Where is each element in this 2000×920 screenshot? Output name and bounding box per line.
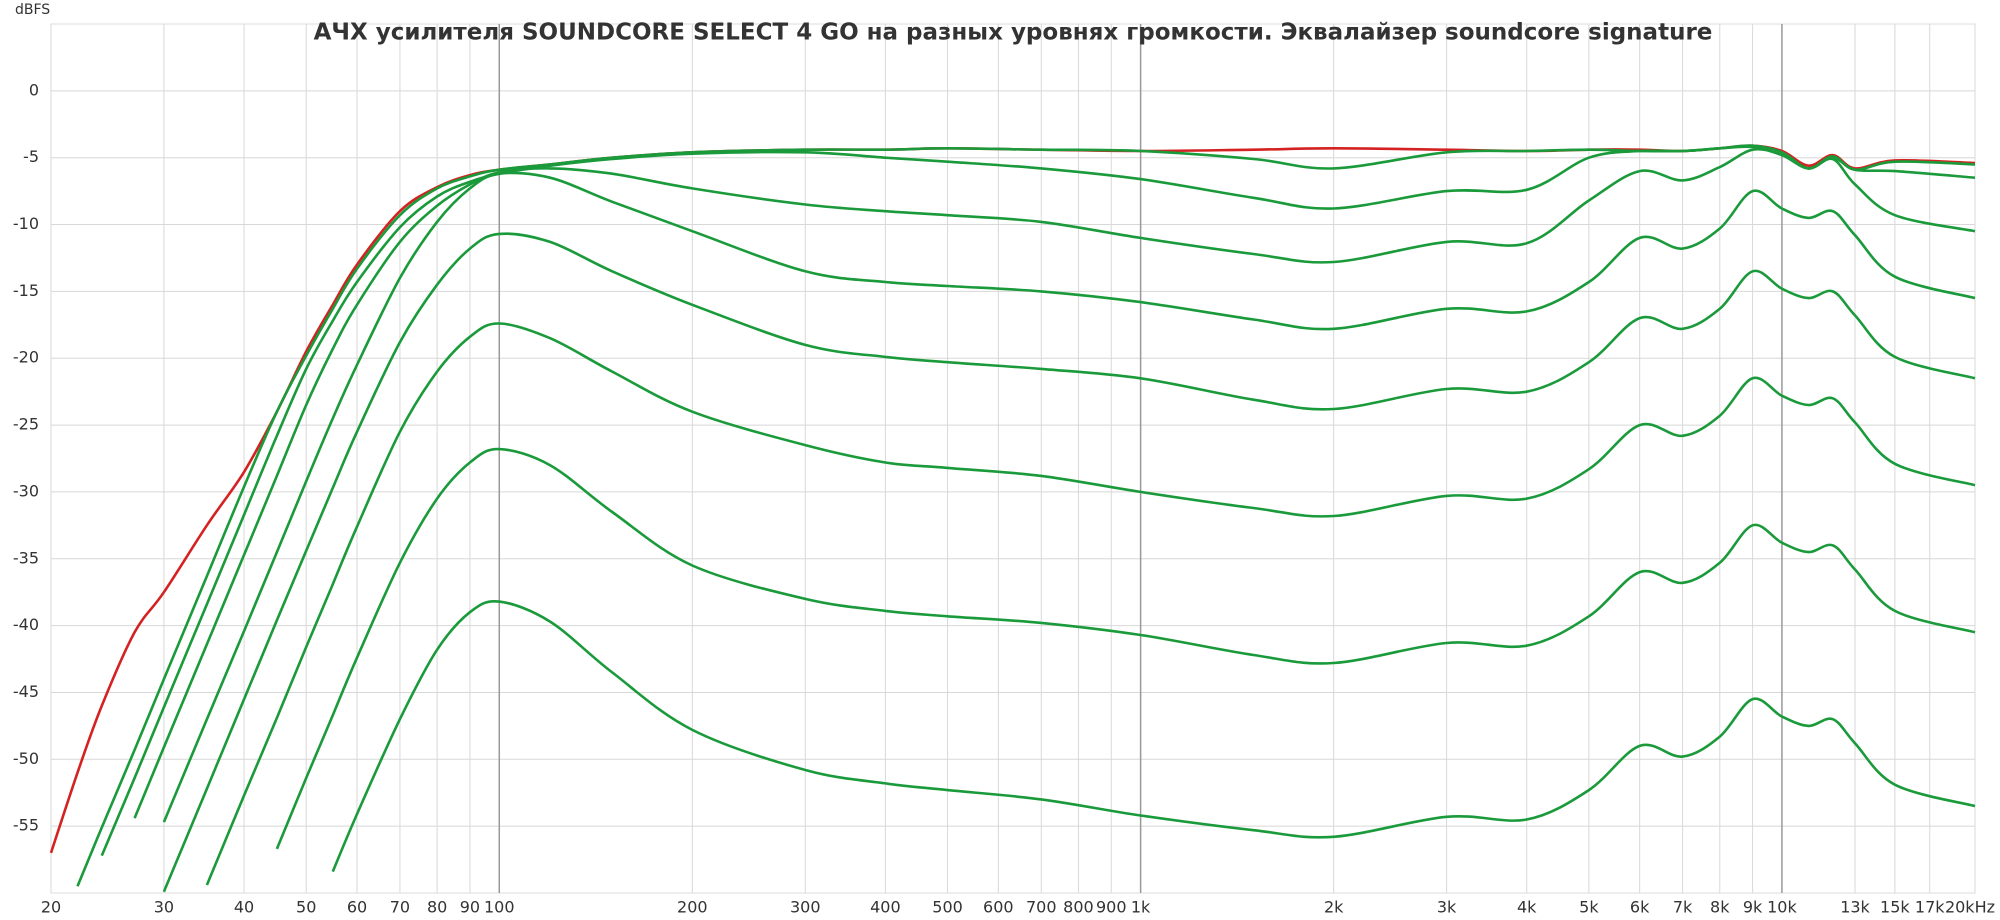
y-tick-label: -45 <box>13 682 39 701</box>
x-tick-label: 90 <box>460 898 480 917</box>
x-tick-label: 800 <box>1063 898 1094 917</box>
x-tick-label: 7k <box>1673 898 1693 917</box>
x-tick-label: 15k <box>1880 898 1910 917</box>
x-tick-label: 70 <box>390 898 410 917</box>
x-tick-label: 4k <box>1517 898 1537 917</box>
chart-title: АЧХ усилителя SOUNDCORE SELECT 4 GO на р… <box>314 20 1713 46</box>
y-tick-label: 0 <box>29 80 39 99</box>
x-tick-label: 13k <box>1840 898 1870 917</box>
labels: 0 -5 -10 -15 -20 -25 -30 -35 -40 -45 -50 -55 20 30 40 5… <box>13 80 1995 916</box>
x-tick-label: 2k <box>1324 898 1344 917</box>
x-tick-label: 17k <box>1915 898 1945 917</box>
series-line <box>331 599 1976 873</box>
grid <box>50 23 1976 894</box>
y-tick-label: -55 <box>13 816 39 835</box>
x-tick-label: 1k <box>1131 898 1151 917</box>
x-tick-label: 3k <box>1437 898 1457 917</box>
series-line <box>275 447 1976 850</box>
y-tick-label: -40 <box>13 615 39 634</box>
series-line <box>133 147 1976 819</box>
x-tick-label: 500 <box>932 898 963 917</box>
y-axis-label: dBFS <box>15 2 50 18</box>
x-tick-label: 900 <box>1096 898 1127 917</box>
x-tick-label: 40 <box>234 898 254 917</box>
x-tick-label: 6k <box>1630 898 1650 917</box>
x-tick-label: 30 <box>154 898 174 917</box>
x-tick-label: 300 <box>790 898 821 917</box>
y-tick-label: -15 <box>13 281 39 300</box>
y-tick-label: -5 <box>23 147 39 166</box>
series-line <box>100 145 1976 857</box>
series-line <box>162 171 1976 823</box>
x-tick-label: 60 <box>347 898 367 917</box>
x-tick-label: 20kHz <box>1945 898 1995 917</box>
y-tick-label: -35 <box>13 548 39 567</box>
x-tick-label: 8k <box>1710 898 1730 917</box>
x-tick-label: 80 <box>427 898 447 917</box>
series-line <box>205 322 1976 886</box>
series-line <box>162 232 1976 893</box>
x-tick-label: 9k <box>1743 898 1763 917</box>
y-tick-label: -25 <box>13 415 39 434</box>
x-tick-label: 400 <box>870 898 901 917</box>
x-tick-label: 600 <box>983 898 1014 917</box>
x-tick-label: 100 <box>484 898 515 917</box>
y-tick-label: -20 <box>13 348 39 367</box>
x-tick-label: 200 <box>677 898 708 917</box>
y-tick-label: -10 <box>13 214 39 233</box>
x-tick-label: 20 <box>41 898 61 917</box>
y-tick-label: -50 <box>13 749 39 768</box>
x-tick-label: 50 <box>296 898 316 917</box>
lines <box>49 144 1976 893</box>
x-tick-label: 5k <box>1579 898 1599 917</box>
y-tick-label: -30 <box>13 481 39 500</box>
x-tick-label: 700 <box>1026 898 1057 917</box>
x-tick-label: 10k <box>1767 898 1797 917</box>
